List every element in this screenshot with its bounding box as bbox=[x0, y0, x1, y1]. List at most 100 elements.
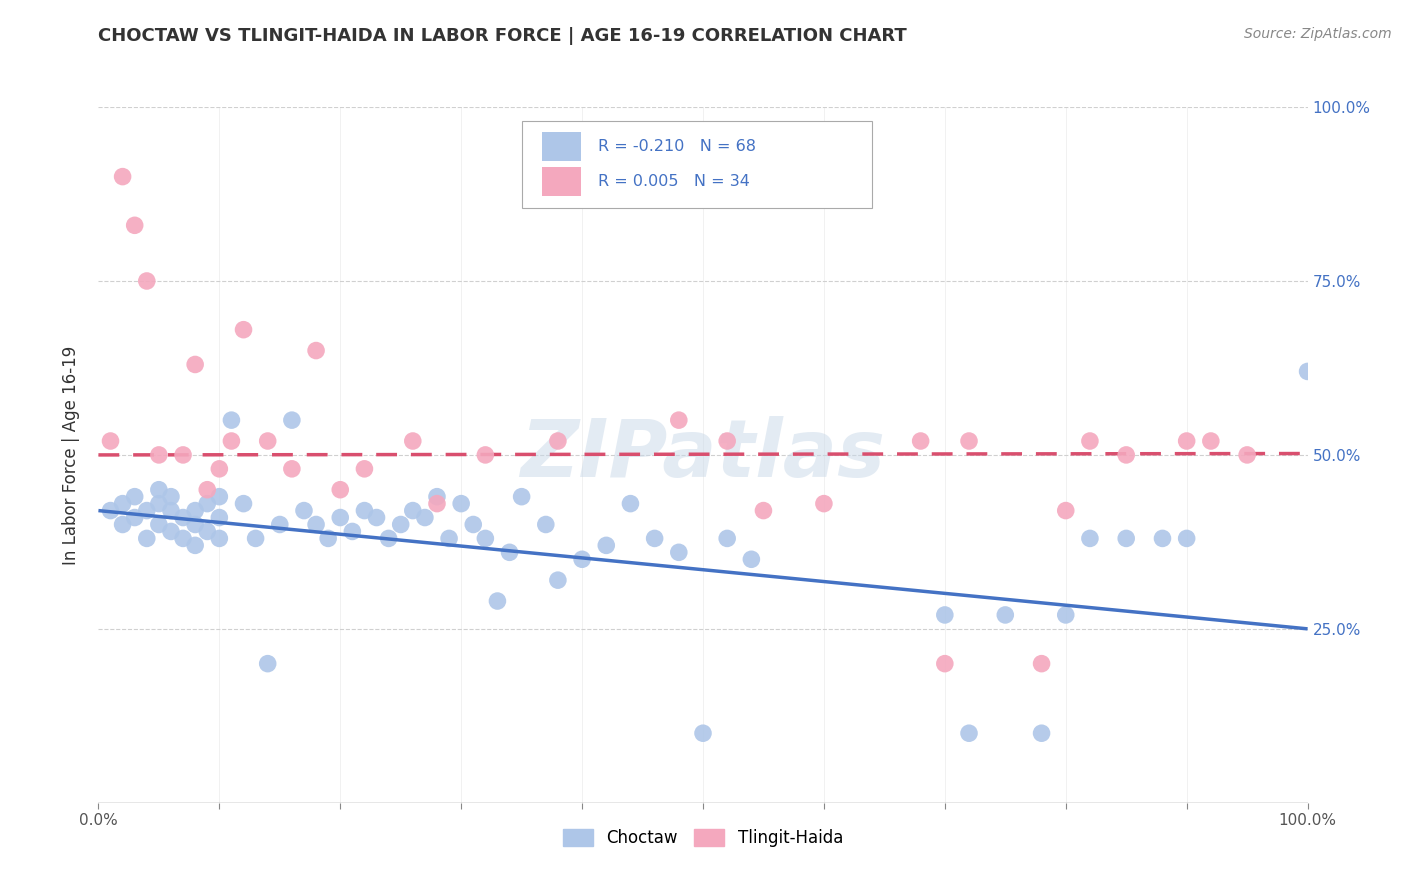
Point bbox=[208, 462, 231, 476]
Point bbox=[184, 517, 207, 532]
Point bbox=[269, 517, 291, 532]
Point bbox=[716, 532, 738, 546]
Bar bbox=[543, 132, 581, 161]
Point bbox=[1296, 364, 1319, 378]
Point bbox=[1031, 657, 1053, 671]
Point bbox=[305, 343, 328, 358]
Point bbox=[498, 545, 520, 559]
Point bbox=[1115, 532, 1137, 546]
Point bbox=[245, 532, 267, 546]
Point bbox=[1175, 434, 1198, 448]
Point bbox=[413, 510, 436, 524]
Point bbox=[221, 434, 243, 448]
Point bbox=[957, 726, 980, 740]
Point bbox=[281, 462, 304, 476]
Point bbox=[437, 532, 460, 546]
Point bbox=[934, 607, 956, 622]
Point bbox=[474, 448, 496, 462]
Point bbox=[281, 413, 304, 427]
Point bbox=[232, 323, 254, 337]
Bar bbox=[543, 167, 581, 196]
Point bbox=[100, 503, 122, 517]
Point bbox=[1175, 532, 1198, 546]
Point bbox=[547, 573, 569, 587]
Point bbox=[474, 532, 496, 546]
Point bbox=[450, 497, 472, 511]
Point bbox=[1236, 448, 1258, 462]
Point bbox=[316, 532, 339, 546]
Point bbox=[172, 448, 194, 462]
Point bbox=[377, 532, 399, 546]
Point bbox=[389, 517, 412, 532]
Text: CHOCTAW VS TLINGIT-HAIDA IN LABOR FORCE | AGE 16-19 CORRELATION CHART: CHOCTAW VS TLINGIT-HAIDA IN LABOR FORCE … bbox=[98, 27, 907, 45]
Point bbox=[329, 483, 352, 497]
Point bbox=[402, 503, 425, 517]
Point bbox=[342, 524, 364, 539]
Point bbox=[195, 524, 218, 539]
Point bbox=[547, 434, 569, 448]
Point bbox=[124, 510, 146, 524]
Point bbox=[910, 434, 932, 448]
Y-axis label: In Labor Force | Age 16-19: In Labor Force | Age 16-19 bbox=[62, 345, 80, 565]
Point bbox=[148, 448, 170, 462]
Point bbox=[184, 538, 207, 552]
FancyBboxPatch shape bbox=[522, 121, 872, 208]
Point bbox=[135, 503, 157, 517]
Point bbox=[208, 532, 231, 546]
Point bbox=[221, 413, 243, 427]
Point bbox=[208, 490, 231, 504]
Point bbox=[957, 434, 980, 448]
Point bbox=[1078, 532, 1101, 546]
Point bbox=[148, 483, 170, 497]
Point bbox=[135, 274, 157, 288]
Point bbox=[100, 434, 122, 448]
Point bbox=[148, 497, 170, 511]
Point bbox=[172, 532, 194, 546]
Point bbox=[534, 517, 557, 532]
Point bbox=[184, 358, 207, 372]
Point bbox=[160, 524, 183, 539]
Point bbox=[426, 490, 449, 504]
Point bbox=[716, 434, 738, 448]
Point bbox=[111, 169, 134, 184]
Point bbox=[148, 517, 170, 532]
Point bbox=[353, 503, 375, 517]
Point bbox=[135, 532, 157, 546]
Point bbox=[813, 497, 835, 511]
Point bbox=[366, 510, 388, 524]
Point bbox=[305, 517, 328, 532]
Point bbox=[402, 434, 425, 448]
Point bbox=[510, 490, 533, 504]
Point bbox=[463, 517, 485, 532]
Text: R = 0.005   N = 34: R = 0.005 N = 34 bbox=[598, 174, 749, 189]
Point bbox=[1199, 434, 1222, 448]
Point bbox=[329, 510, 352, 524]
Point bbox=[692, 726, 714, 740]
Point bbox=[934, 657, 956, 671]
Point bbox=[292, 503, 315, 517]
Point bbox=[208, 510, 231, 524]
Point bbox=[160, 503, 183, 517]
Point bbox=[124, 490, 146, 504]
Point bbox=[595, 538, 617, 552]
Point bbox=[195, 497, 218, 511]
Point bbox=[486, 594, 509, 608]
Legend: Choctaw, Tlingit-Haida: Choctaw, Tlingit-Haida bbox=[557, 822, 849, 854]
Point bbox=[124, 219, 146, 233]
Point bbox=[668, 413, 690, 427]
Point bbox=[232, 497, 254, 511]
Point bbox=[256, 434, 278, 448]
Point bbox=[619, 497, 641, 511]
Point bbox=[160, 490, 183, 504]
Point bbox=[1152, 532, 1174, 546]
Point bbox=[1031, 726, 1053, 740]
Point bbox=[571, 552, 593, 566]
Point bbox=[1115, 448, 1137, 462]
Point bbox=[994, 607, 1017, 622]
Point bbox=[1078, 434, 1101, 448]
Point bbox=[1054, 503, 1077, 517]
Point bbox=[752, 503, 775, 517]
Point bbox=[1054, 607, 1077, 622]
Point bbox=[195, 483, 218, 497]
Point bbox=[172, 510, 194, 524]
